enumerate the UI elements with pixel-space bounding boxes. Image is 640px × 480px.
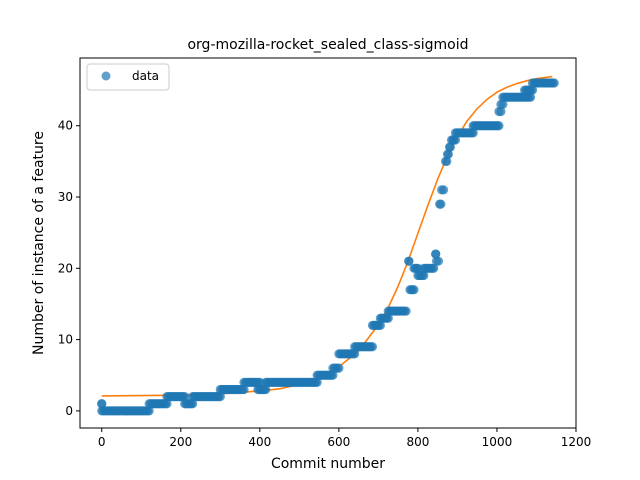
data-point	[350, 349, 360, 359]
data-point	[261, 384, 271, 395]
legend-marker-data	[101, 71, 111, 81]
y-tick-label: 30	[58, 190, 73, 204]
fit-line	[101, 75, 553, 397]
data-point	[494, 121, 504, 131]
data-point	[312, 377, 322, 387]
x-tick-label: 800	[406, 435, 429, 449]
data-point	[144, 406, 154, 416]
data-point	[527, 85, 538, 95]
fit-layer	[101, 75, 553, 397]
y-axis-ticks: 0 10 20 30 40	[58, 119, 80, 418]
x-axis-ticks: 0 200 400 600 800 1000 1200	[98, 428, 591, 449]
data-point	[401, 306, 411, 316]
axes-frame	[79, 57, 577, 429]
data-point	[443, 149, 453, 159]
points-layer	[97, 78, 559, 416]
data-point	[180, 392, 190, 402]
plot-area	[97, 75, 559, 416]
x-axis-label: Commit number	[271, 456, 385, 472]
data-point	[525, 92, 536, 102]
data-point	[367, 342, 378, 352]
x-tick-label: 400	[248, 435, 271, 449]
x-tick-label: 0	[98, 435, 106, 449]
data-point	[433, 256, 444, 266]
data-point	[409, 285, 419, 295]
data-point	[429, 263, 439, 273]
x-tick-label: 1200	[561, 435, 592, 449]
data-point	[162, 399, 172, 409]
data-point	[445, 142, 455, 152]
data-point	[439, 185, 449, 195]
data-point	[431, 249, 441, 259]
data-point	[468, 128, 478, 138]
data-point	[498, 99, 508, 109]
x-tick-label: 200	[169, 435, 192, 449]
y-tick-label: 0	[65, 404, 73, 418]
legend: data	[86, 63, 170, 91]
data-point	[442, 156, 452, 166]
data-point	[450, 135, 461, 145]
data-point	[419, 270, 429, 281]
data-point	[215, 392, 225, 402]
y-tick-label: 40	[58, 119, 73, 133]
data-point	[549, 78, 559, 88]
data-point	[334, 363, 344, 373]
legend-box	[86, 63, 170, 91]
chart-title: org-mozilla-rocket_sealed_class-sigmoid	[187, 37, 468, 53]
data-point	[97, 399, 107, 409]
data-point	[436, 199, 446, 209]
data-point	[404, 256, 414, 266]
data-point	[188, 399, 198, 409]
data-point	[239, 384, 249, 395]
data-point	[383, 313, 393, 323]
data-point	[496, 106, 506, 117]
y-tick-label: 10	[58, 333, 73, 347]
y-axis-label: Number of instance of a feature	[31, 131, 47, 355]
data-point	[328, 370, 338, 380]
legend-label-data: data	[132, 69, 159, 83]
x-tick-label: 600	[327, 435, 350, 449]
x-tick-label: 1000	[482, 435, 513, 449]
data-point	[375, 320, 385, 330]
y-tick-label: 20	[58, 261, 73, 275]
